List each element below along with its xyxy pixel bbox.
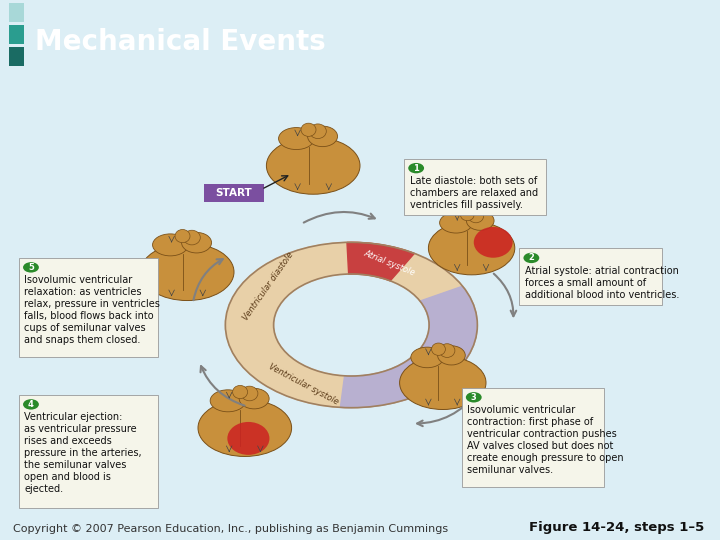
Ellipse shape bbox=[431, 343, 446, 355]
Ellipse shape bbox=[400, 356, 486, 409]
Circle shape bbox=[466, 392, 482, 402]
Circle shape bbox=[23, 262, 39, 273]
Ellipse shape bbox=[428, 221, 515, 275]
Wedge shape bbox=[341, 286, 477, 408]
Text: 2: 2 bbox=[528, 253, 534, 262]
Ellipse shape bbox=[467, 211, 494, 230]
Ellipse shape bbox=[279, 127, 314, 150]
Text: 3: 3 bbox=[471, 393, 477, 402]
Text: 1: 1 bbox=[413, 164, 419, 173]
Text: Ventricular systole: Ventricular systole bbox=[267, 362, 340, 406]
Ellipse shape bbox=[438, 346, 465, 365]
FancyBboxPatch shape bbox=[519, 248, 662, 305]
Ellipse shape bbox=[184, 230, 200, 245]
Ellipse shape bbox=[140, 244, 234, 301]
Ellipse shape bbox=[439, 344, 455, 357]
Ellipse shape bbox=[307, 126, 338, 147]
Text: 5: 5 bbox=[28, 263, 34, 272]
Ellipse shape bbox=[233, 386, 248, 399]
Text: Atrial systole: Atrial systole bbox=[362, 248, 417, 278]
Ellipse shape bbox=[175, 230, 190, 242]
Ellipse shape bbox=[468, 209, 484, 223]
Circle shape bbox=[23, 399, 39, 409]
Text: Copyright © 2007 Pearson Education, Inc., publishing as Benjamin Cummings: Copyright © 2007 Pearson Education, Inc.… bbox=[13, 524, 448, 535]
Ellipse shape bbox=[228, 422, 269, 455]
FancyBboxPatch shape bbox=[9, 47, 24, 66]
Ellipse shape bbox=[210, 390, 246, 412]
Text: Isovolumic ventricular
relaxation: as ventricles
relax, pressure in ventricles
f: Isovolumic ventricular relaxation: as ve… bbox=[24, 275, 161, 346]
Ellipse shape bbox=[198, 400, 292, 456]
Ellipse shape bbox=[310, 124, 326, 139]
Ellipse shape bbox=[474, 227, 513, 258]
FancyBboxPatch shape bbox=[462, 388, 604, 487]
Text: Atrial diastole: Atrial diastole bbox=[405, 345, 450, 394]
FancyBboxPatch shape bbox=[9, 3, 24, 22]
FancyBboxPatch shape bbox=[19, 258, 158, 357]
FancyBboxPatch shape bbox=[404, 159, 546, 215]
Ellipse shape bbox=[460, 208, 474, 221]
Ellipse shape bbox=[241, 386, 258, 401]
Text: Ventricular diastole: Ventricular diastole bbox=[241, 251, 295, 322]
Ellipse shape bbox=[411, 347, 444, 368]
Ellipse shape bbox=[440, 212, 472, 233]
Circle shape bbox=[523, 253, 539, 263]
Ellipse shape bbox=[301, 123, 316, 137]
FancyBboxPatch shape bbox=[19, 395, 158, 508]
Circle shape bbox=[408, 163, 424, 173]
Text: Mechanical Events: Mechanical Events bbox=[35, 28, 325, 56]
Text: Atrial systole: atrial contraction
forces a small amount of
additional blood int: Atrial systole: atrial contraction force… bbox=[525, 266, 679, 300]
Ellipse shape bbox=[239, 388, 269, 409]
Text: START: START bbox=[215, 188, 253, 198]
Text: 4: 4 bbox=[28, 400, 34, 409]
Wedge shape bbox=[347, 242, 415, 281]
Ellipse shape bbox=[181, 232, 212, 253]
FancyBboxPatch shape bbox=[9, 25, 24, 44]
FancyBboxPatch shape bbox=[204, 184, 264, 201]
Text: Late diastole: both sets of
chambers are relaxed and
ventricles fill passively.: Late diastole: both sets of chambers are… bbox=[410, 176, 538, 210]
Ellipse shape bbox=[266, 137, 360, 194]
Text: Isovolumic ventricular
contraction: first phase of
ventricular contraction pushe: Isovolumic ventricular contraction: firs… bbox=[467, 406, 624, 475]
Text: Ventricular ejection:
as ventricular pressure
rises and exceeds
pressure in the : Ventricular ejection: as ventricular pre… bbox=[24, 413, 142, 495]
Wedge shape bbox=[225, 242, 477, 408]
Ellipse shape bbox=[153, 234, 188, 256]
Text: Figure 14-24, steps 1–5: Figure 14-24, steps 1–5 bbox=[529, 521, 704, 535]
